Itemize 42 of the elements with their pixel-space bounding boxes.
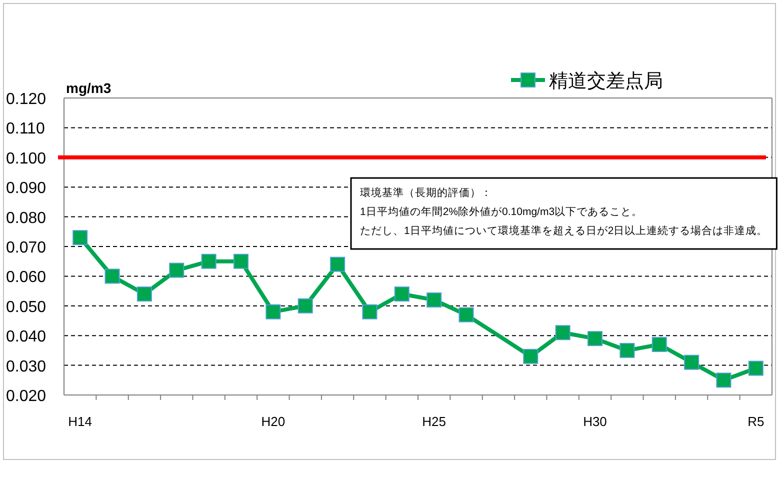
y-tick-label: 0.120 bbox=[6, 91, 46, 108]
y-tick-label: 0.040 bbox=[6, 328, 46, 346]
y-tick-label: 0.090 bbox=[6, 180, 46, 198]
y-tick-label: 0.020 bbox=[6, 388, 46, 405]
point bbox=[555, 325, 570, 340]
point bbox=[266, 304, 281, 320]
point bbox=[362, 304, 378, 320]
y-tick-label: 0.070 bbox=[6, 240, 46, 256]
y-tick-label: 0.060 bbox=[6, 269, 46, 286]
y-axis-title: mg/m3 bbox=[66, 80, 112, 96]
point bbox=[394, 286, 410, 302]
annotation: ただし、1日平均値について環境基準を超える日が2日以上連続する場合は非達成。 bbox=[360, 224, 768, 237]
point bbox=[104, 268, 120, 284]
x-tick-label: R5 bbox=[748, 414, 764, 429]
x-tick-label: H30 bbox=[583, 414, 607, 429]
y-tick-label: 0.100 bbox=[6, 150, 46, 168]
annotation: 1日平均値の年間2%除外値が0.10mg/m3以下であること。 bbox=[360, 205, 643, 218]
x-tick-label: H20 bbox=[261, 414, 286, 429]
x-tick-label: H25 bbox=[422, 414, 446, 429]
point bbox=[169, 262, 184, 278]
point bbox=[458, 307, 474, 322]
x-tick-label: H14 bbox=[68, 414, 92, 429]
point bbox=[72, 230, 88, 246]
point bbox=[620, 342, 635, 358]
point bbox=[201, 254, 216, 269]
point bbox=[234, 254, 248, 269]
y-tick-label: 0.110 bbox=[6, 120, 45, 138]
point bbox=[330, 256, 346, 272]
point bbox=[523, 348, 538, 364]
point bbox=[298, 298, 313, 314]
point bbox=[716, 372, 732, 388]
point bbox=[136, 286, 152, 302]
y-tick-label: 0.030 bbox=[6, 358, 46, 376]
point bbox=[588, 331, 602, 346]
y-tick-label: 0.050 bbox=[6, 298, 46, 316]
point bbox=[426, 292, 442, 308]
point bbox=[748, 360, 764, 376]
point bbox=[684, 354, 700, 370]
annotation: 環境基準（長期的評価）： bbox=[360, 186, 492, 199]
legend-label: 精道交差点局 bbox=[549, 70, 663, 92]
y-tick-label: 0.080 bbox=[6, 210, 46, 227]
point bbox=[652, 337, 667, 352]
